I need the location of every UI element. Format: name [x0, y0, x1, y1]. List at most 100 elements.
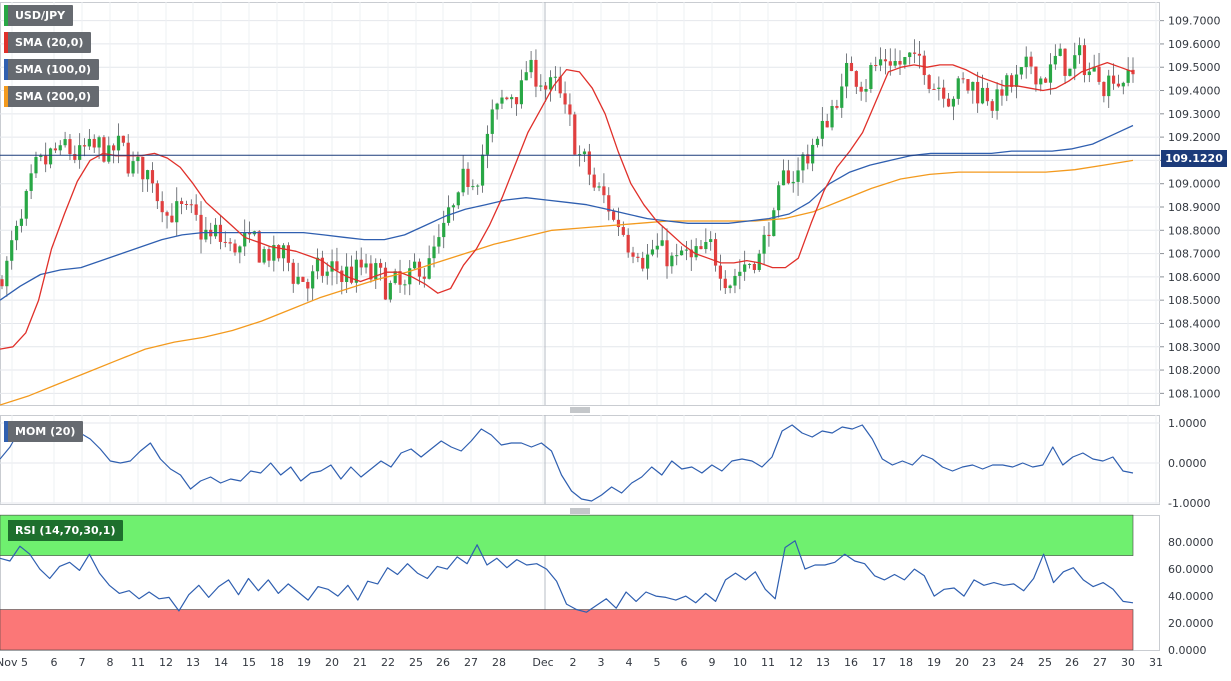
legend-sma-20[interactable]: SMA (20,0) — [4, 32, 92, 53]
price-axis-label: 108.5000 — [1168, 294, 1221, 307]
price-axis-label: 109.2000 — [1168, 131, 1221, 144]
candle-body — [131, 161, 135, 174]
rsi-axis-label: 80.0000 — [1168, 536, 1214, 549]
candle-body — [1068, 68, 1072, 76]
candle-body — [116, 135, 121, 151]
candle-body — [990, 101, 994, 111]
candle-body — [1034, 66, 1038, 85]
rsi-line — [0, 540, 1134, 613]
candle-body — [320, 257, 324, 276]
candle — [1010, 73, 1014, 93]
candle-body — [194, 204, 198, 215]
candle — [514, 97, 519, 116]
candle — [665, 228, 669, 279]
legend-sma-200[interactable]: SMA (200,0) — [4, 86, 100, 107]
candle — [272, 235, 276, 272]
candle-body — [578, 154, 582, 156]
candle-body — [908, 52, 912, 58]
candle-body — [820, 120, 824, 139]
candle — [922, 50, 926, 85]
candle — [267, 245, 271, 268]
candle-body — [325, 271, 329, 276]
candle-body — [888, 61, 892, 66]
candle-body — [476, 185, 480, 187]
candle-body — [645, 254, 650, 269]
candle-body — [335, 261, 339, 271]
candle — [791, 171, 795, 193]
candle-body — [597, 186, 601, 188]
candle-body — [223, 241, 227, 243]
x-axis-label: 6 — [51, 656, 58, 669]
candle — [199, 201, 203, 254]
x-axis-label: 27 — [1093, 656, 1107, 669]
candle-body — [73, 154, 77, 160]
candle-body — [582, 151, 587, 155]
candle — [995, 82, 999, 120]
candle-body — [175, 201, 179, 223]
candle — [34, 151, 38, 179]
candle — [1102, 81, 1106, 103]
rsi-oversold-zone — [0, 609, 1134, 651]
legend-sma-100[interactable]: SMA (100,0) — [4, 59, 100, 80]
legend-rsi[interactable]: RSI (14,70,30,1) — [4, 520, 124, 541]
candle-body — [0, 279, 4, 287]
candle-body — [534, 59, 538, 87]
candle-body — [403, 284, 407, 286]
x-axis-label: 26 — [436, 656, 450, 669]
candle — [427, 245, 431, 280]
candle-body — [165, 212, 169, 216]
candle — [107, 136, 111, 164]
candle — [592, 167, 596, 191]
candle-body — [937, 87, 941, 89]
candle-body — [544, 85, 548, 90]
legend-label: SMA (200,0) — [15, 90, 92, 103]
candle-body — [82, 145, 87, 147]
candle — [500, 89, 504, 110]
candle — [976, 71, 980, 113]
candle-body — [189, 204, 193, 206]
candle-body — [912, 52, 917, 54]
candle-body — [529, 59, 533, 73]
candle — [747, 263, 752, 269]
candle-body — [709, 239, 713, 243]
candle-body — [160, 201, 164, 213]
candle-body — [927, 75, 931, 89]
candle-body — [146, 170, 150, 180]
candle — [155, 180, 159, 210]
candle — [985, 82, 989, 106]
candle-body — [417, 261, 422, 277]
legend-usdjpy[interactable]: USD/JPY — [4, 5, 74, 26]
candle-body — [1126, 69, 1130, 83]
candle-body — [1058, 48, 1062, 56]
candle — [150, 162, 155, 193]
candle-body — [471, 186, 475, 188]
candle-body — [340, 270, 344, 283]
candle-body — [670, 255, 674, 267]
x-axis-label: 23 — [982, 656, 996, 669]
x-axis-label: Dec — [532, 656, 553, 669]
candle-body — [893, 61, 897, 66]
candle-body — [102, 137, 106, 162]
price-axis-label: 109.4000 — [1168, 85, 1221, 98]
candle-body — [1000, 89, 1004, 96]
x-axis-label: 2 — [570, 656, 577, 669]
candle-body — [524, 72, 528, 81]
candle — [359, 247, 363, 276]
legend-momentum[interactable]: MOM (20) — [4, 421, 84, 442]
candle-body — [311, 271, 315, 289]
candle-body — [825, 120, 829, 128]
candle — [854, 70, 858, 95]
candle-body — [480, 154, 485, 186]
candle — [456, 191, 460, 209]
candle — [961, 72, 965, 84]
candle-body — [956, 78, 960, 99]
candle — [650, 239, 655, 257]
rsi-axis-label: 60.0000 — [1168, 563, 1214, 576]
candle-body — [44, 155, 48, 165]
candle — [92, 134, 96, 153]
candle — [1087, 62, 1091, 83]
candle — [379, 258, 383, 281]
candle — [675, 243, 679, 266]
